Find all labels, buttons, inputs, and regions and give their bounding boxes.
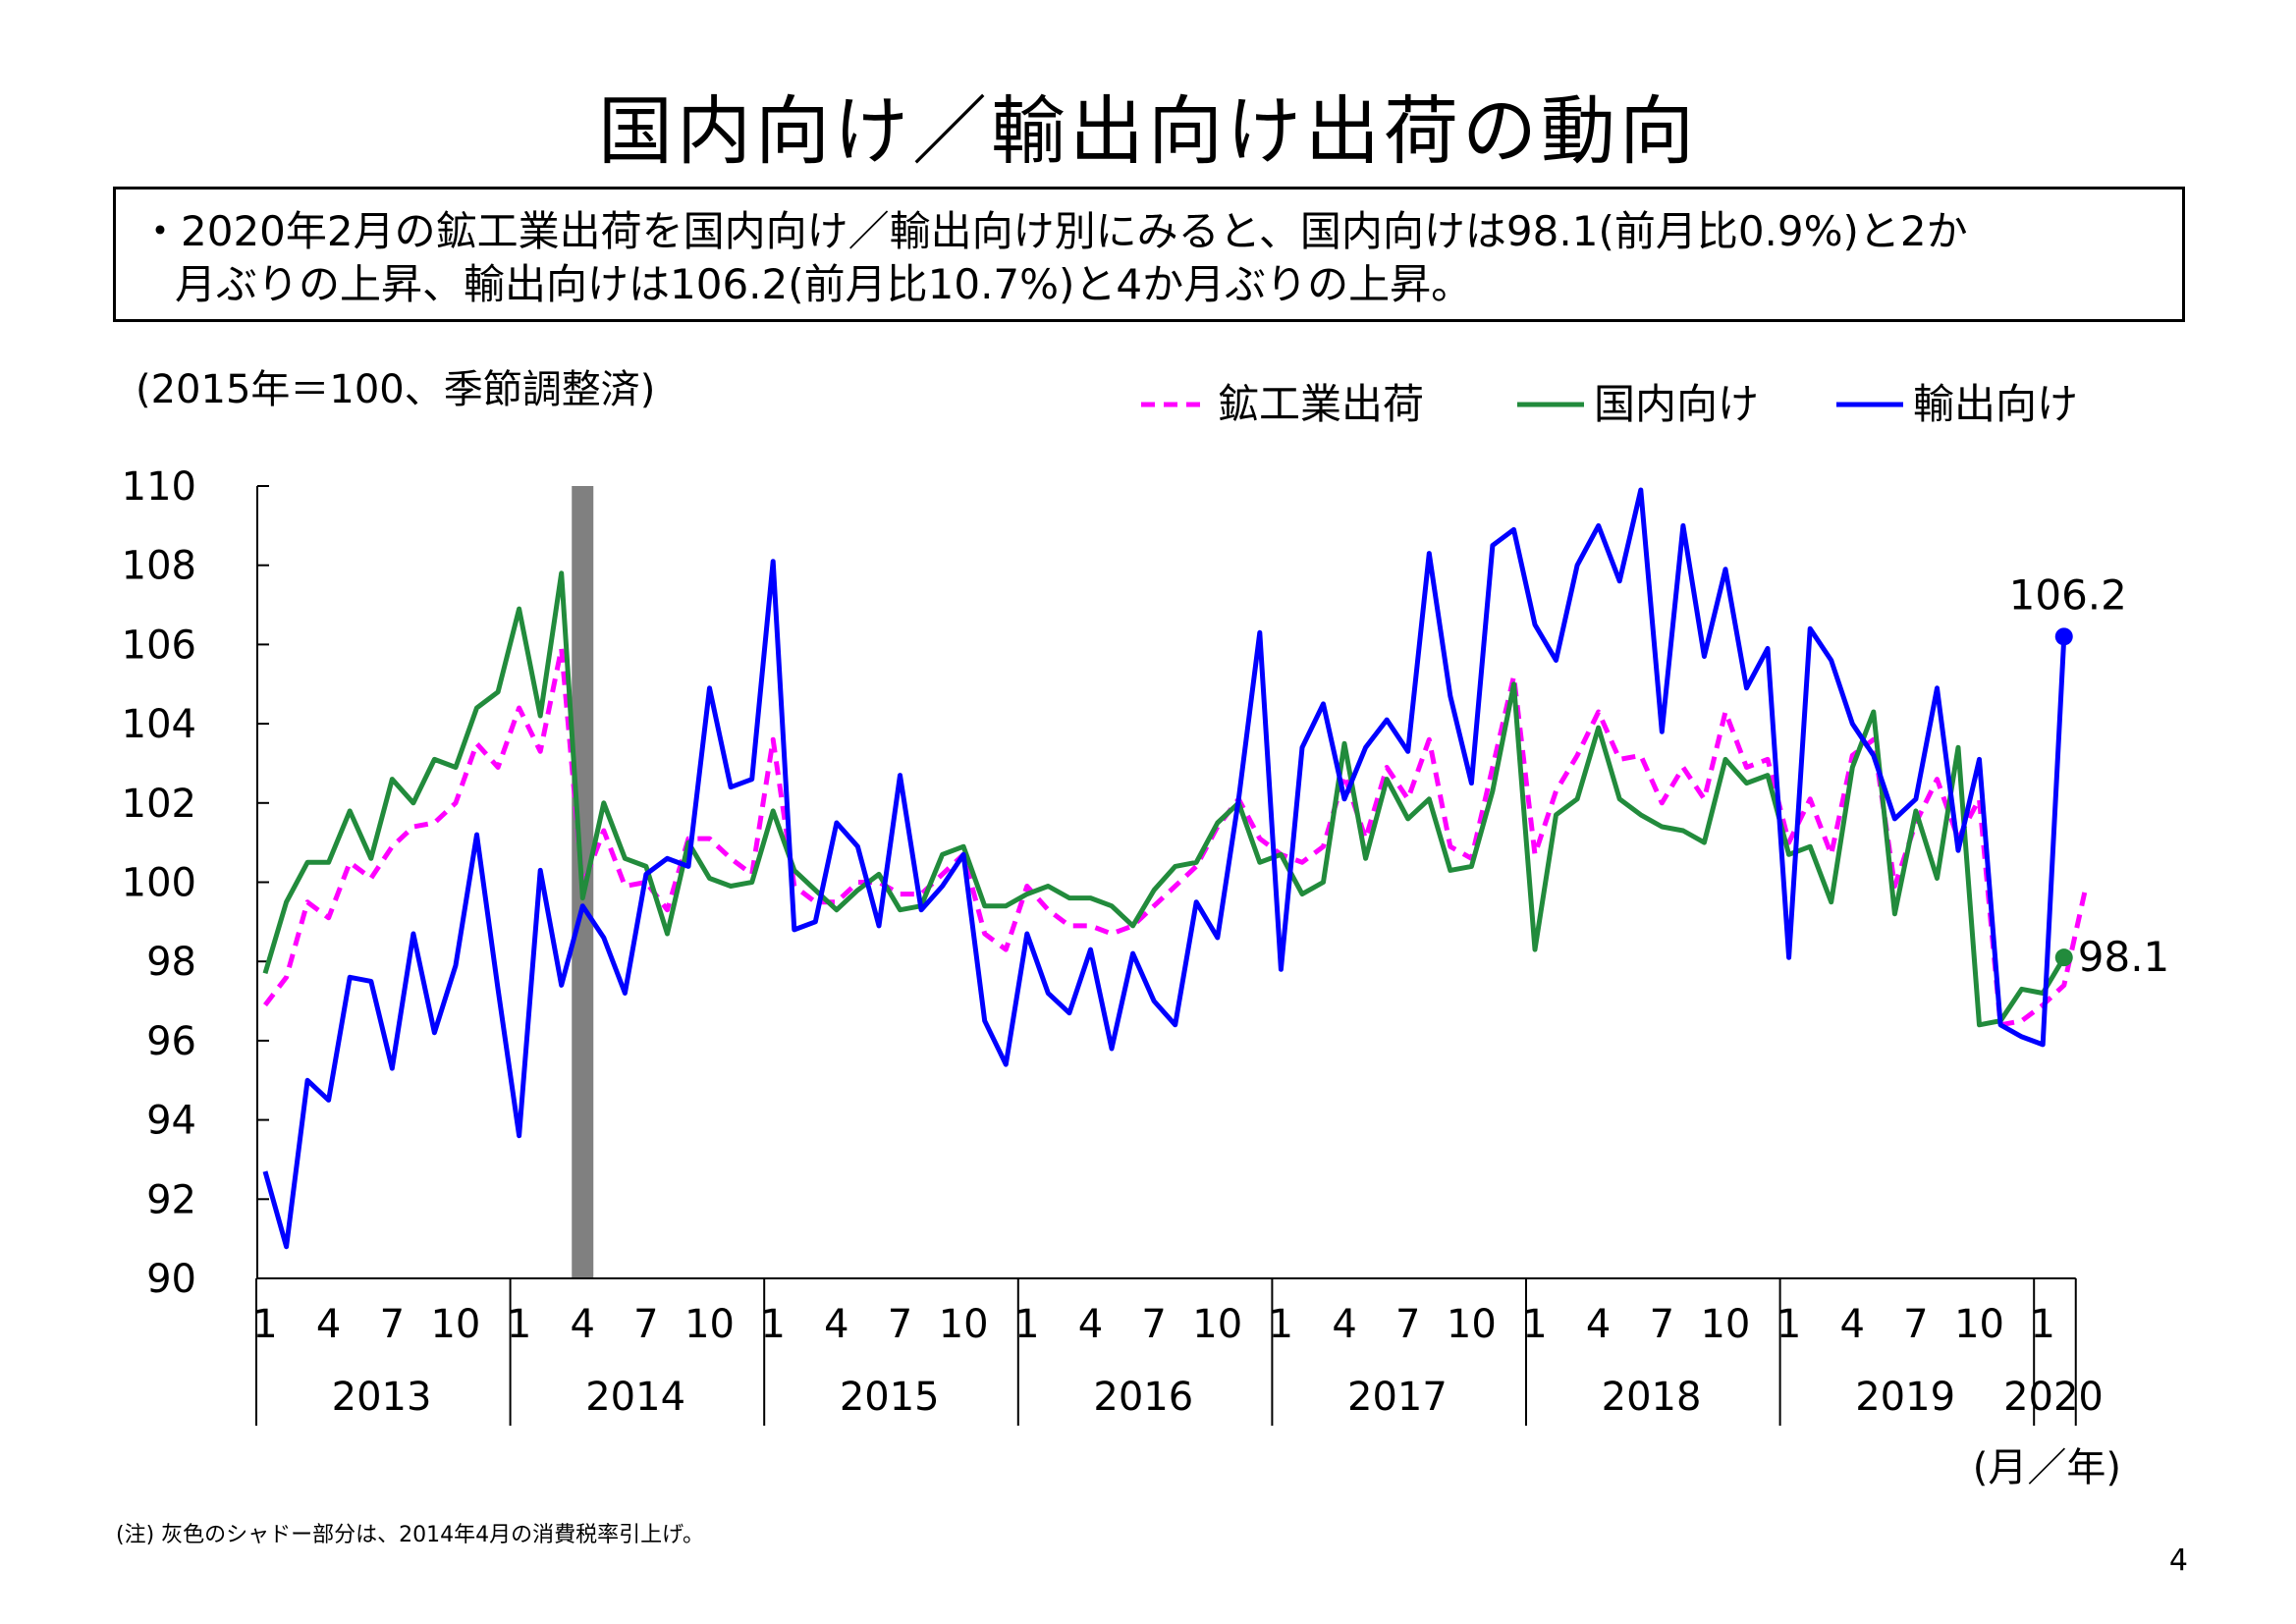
summary-box: ・2020年2月の鉱工業出荷を国内向け／輸出向け別にみると、国内向けは98.1(… xyxy=(113,187,2185,322)
y-tick-label: 110 xyxy=(122,464,196,510)
x-month-label: 7 xyxy=(1650,1302,1674,1347)
x-year-label: 2015 xyxy=(840,1375,940,1420)
summary-line-2: 月ぶりの上昇、輸出向けは106.2(前月比10.7%)と4か月ぶりの上昇。 xyxy=(175,260,1473,308)
x-month-label: 7 xyxy=(1903,1302,1928,1347)
x-month-label: 10 xyxy=(684,1302,735,1347)
footnote: (注) 灰色のシャドー部分は、2014年4月の消費税率引上げ。 xyxy=(116,1523,705,1547)
x-month-label: 4 xyxy=(824,1302,848,1347)
y-tick-label: 98 xyxy=(146,940,196,985)
x-year-label: 2020 xyxy=(2003,1375,2104,1420)
y-tick-label: 94 xyxy=(146,1099,196,1144)
x-month-label: 10 xyxy=(1192,1302,1242,1347)
y-tick-label: 92 xyxy=(146,1177,196,1222)
x-year-label: 2016 xyxy=(1093,1375,1193,1420)
y-tick-label: 102 xyxy=(122,782,196,827)
x-year-label: 2013 xyxy=(332,1375,432,1420)
x-month-label: 4 xyxy=(1586,1302,1611,1347)
chart-legend: 鉱工業出荷 国内向け 輸出向け xyxy=(1141,380,2078,428)
y-tick-label: 96 xyxy=(146,1019,196,1064)
x-year-label: 2018 xyxy=(1602,1375,1702,1420)
x-month-label: 4 xyxy=(1332,1302,1356,1347)
end-value-label: 106.2 xyxy=(2009,570,2127,619)
page-title: 国内向け／輸出向け出荷の動向 xyxy=(598,87,1698,175)
legend-label: 輸出向け xyxy=(1913,380,2078,428)
x-month-label: 10 xyxy=(939,1302,989,1347)
x-month-label: 10 xyxy=(1954,1302,2004,1347)
series-line xyxy=(262,570,2066,1028)
end-value-label: 98.1 xyxy=(2078,933,2170,981)
x-axis: 1 4 7 10 1 4 7 10 1 4 7 10 1 4 7 10 1 4 7 10 1 4 7 10 1 4 7 10 12013… xyxy=(252,1277,2104,1426)
end-labels: 98.1 106.2 xyxy=(2009,570,2170,981)
end-point-marker xyxy=(2054,948,2073,967)
page-number: 4 xyxy=(2168,1543,2188,1578)
x-axis-unit-label: (月／年) xyxy=(1973,1445,2121,1490)
series-line xyxy=(263,645,2088,1028)
y-tick-label: 108 xyxy=(122,544,196,589)
legend-label: 国内向け xyxy=(1594,380,1759,428)
end-point-marker xyxy=(2054,627,2073,646)
x-month-label: 7 xyxy=(380,1302,405,1347)
x-month-label: 7 xyxy=(888,1302,912,1347)
y-tick-label: 104 xyxy=(122,702,196,747)
x-month-label: 7 xyxy=(633,1302,658,1347)
x-month-label: 7 xyxy=(1141,1302,1166,1347)
legend-label: 鉱工業出荷 xyxy=(1218,380,1424,428)
unit-label: (2015年＝100、季節調整済) xyxy=(136,367,655,412)
x-month-label: 4 xyxy=(1840,1302,1865,1347)
x-month-label: 4 xyxy=(316,1302,341,1347)
y-axis: 90 92 94 96 98 100 102 104 106 108 110 xyxy=(122,464,269,1302)
x-month-label: 10 xyxy=(1700,1302,1750,1347)
y-tick-label: 100 xyxy=(122,861,196,906)
x-month-label: 4 xyxy=(571,1302,595,1347)
summary-line-1: ・2020年2月の鉱工業出荷を国内向け／輸出向け別にみると、国内向けは98.1(… xyxy=(139,207,1968,255)
series-lines xyxy=(262,487,2088,1250)
x-year-label: 2014 xyxy=(585,1375,685,1420)
y-tick-label: 106 xyxy=(122,623,196,668)
series-line xyxy=(262,487,2067,1250)
x-year-label: 2017 xyxy=(1347,1375,1448,1420)
x-month-label: 4 xyxy=(1078,1302,1103,1347)
x-month-label: 10 xyxy=(430,1302,480,1347)
x-month-label: 10 xyxy=(1447,1302,1497,1347)
x-year-label: 2019 xyxy=(1855,1375,1955,1420)
y-tick-label: 90 xyxy=(146,1257,196,1302)
x-month-label: 7 xyxy=(1395,1302,1420,1347)
